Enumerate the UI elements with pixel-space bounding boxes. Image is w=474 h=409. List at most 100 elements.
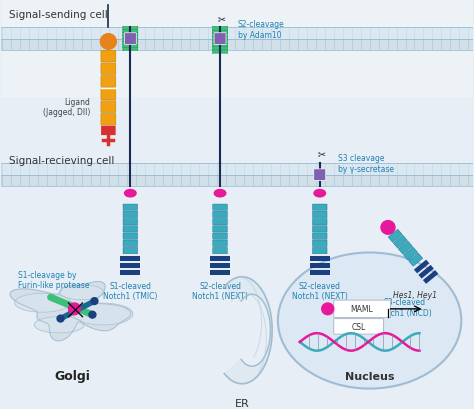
Bar: [164, 29, 172, 40]
Bar: [101, 176, 109, 187]
Bar: [173, 40, 181, 51]
Bar: [47, 40, 55, 51]
Bar: [317, 40, 325, 51]
Bar: [110, 29, 118, 40]
Bar: [442, 164, 450, 175]
Bar: [110, 164, 118, 175]
FancyBboxPatch shape: [213, 248, 228, 254]
Bar: [92, 164, 100, 175]
Polygon shape: [15, 294, 71, 312]
Bar: [407, 176, 414, 187]
FancyBboxPatch shape: [399, 242, 412, 254]
Bar: [218, 176, 226, 187]
Bar: [272, 176, 280, 187]
Bar: [326, 164, 334, 175]
Bar: [451, 29, 459, 40]
Text: S1-cleavage by
Furin-like protease: S1-cleavage by Furin-like protease: [18, 270, 89, 290]
Text: CSL: CSL: [352, 322, 366, 331]
FancyBboxPatch shape: [213, 204, 228, 211]
Bar: [317, 176, 325, 187]
Circle shape: [100, 35, 116, 50]
FancyBboxPatch shape: [213, 234, 228, 240]
Bar: [299, 40, 307, 51]
Bar: [200, 29, 208, 40]
Bar: [29, 40, 37, 51]
Bar: [137, 29, 145, 40]
Bar: [218, 40, 226, 51]
Bar: [21, 164, 28, 175]
Bar: [245, 40, 253, 51]
Bar: [353, 40, 361, 51]
Bar: [290, 164, 298, 175]
Bar: [164, 40, 172, 51]
Bar: [254, 40, 262, 51]
FancyBboxPatch shape: [212, 37, 228, 41]
FancyBboxPatch shape: [123, 41, 138, 46]
Bar: [101, 164, 109, 175]
Bar: [245, 29, 253, 40]
Bar: [92, 29, 100, 40]
Bar: [137, 164, 145, 175]
FancyBboxPatch shape: [123, 240, 137, 247]
FancyBboxPatch shape: [310, 270, 330, 275]
FancyBboxPatch shape: [212, 50, 228, 54]
Bar: [119, 29, 128, 40]
Bar: [29, 164, 37, 175]
FancyBboxPatch shape: [123, 234, 137, 240]
Bar: [362, 164, 370, 175]
Bar: [173, 29, 181, 40]
Bar: [12, 29, 19, 40]
FancyBboxPatch shape: [312, 226, 327, 232]
Bar: [119, 164, 128, 175]
Bar: [146, 164, 154, 175]
Bar: [254, 29, 262, 40]
Bar: [182, 176, 190, 187]
Bar: [469, 29, 474, 40]
FancyBboxPatch shape: [101, 64, 116, 75]
Bar: [21, 29, 28, 40]
Bar: [407, 40, 414, 51]
Bar: [335, 164, 343, 175]
Bar: [47, 29, 55, 40]
FancyBboxPatch shape: [123, 47, 138, 52]
Bar: [416, 29, 423, 40]
Bar: [460, 40, 468, 51]
Text: Signal-sending cell: Signal-sending cell: [9, 10, 108, 20]
Bar: [29, 176, 37, 187]
Bar: [371, 176, 379, 187]
Bar: [3, 40, 11, 51]
Text: Nucleus: Nucleus: [345, 371, 394, 381]
Bar: [146, 29, 154, 40]
Bar: [344, 176, 352, 187]
FancyBboxPatch shape: [123, 38, 138, 43]
FancyBboxPatch shape: [120, 270, 140, 275]
Bar: [155, 40, 163, 51]
Bar: [451, 176, 459, 187]
Bar: [362, 29, 370, 40]
Bar: [245, 164, 253, 175]
Bar: [119, 176, 128, 187]
FancyBboxPatch shape: [423, 270, 438, 284]
FancyBboxPatch shape: [123, 212, 137, 218]
Bar: [344, 40, 352, 51]
Bar: [335, 176, 343, 187]
Bar: [281, 40, 289, 51]
Bar: [380, 164, 388, 175]
Bar: [236, 176, 244, 187]
Bar: [146, 176, 154, 187]
FancyBboxPatch shape: [120, 257, 140, 262]
Bar: [344, 164, 352, 175]
Bar: [200, 176, 208, 187]
FancyBboxPatch shape: [314, 169, 326, 181]
Polygon shape: [224, 277, 272, 384]
Bar: [272, 29, 280, 40]
Bar: [326, 40, 334, 51]
Bar: [326, 176, 334, 187]
Bar: [451, 40, 459, 51]
FancyBboxPatch shape: [334, 319, 383, 334]
Bar: [83, 176, 91, 187]
Bar: [442, 29, 450, 40]
Bar: [29, 29, 37, 40]
Bar: [353, 176, 361, 187]
Bar: [83, 40, 91, 51]
